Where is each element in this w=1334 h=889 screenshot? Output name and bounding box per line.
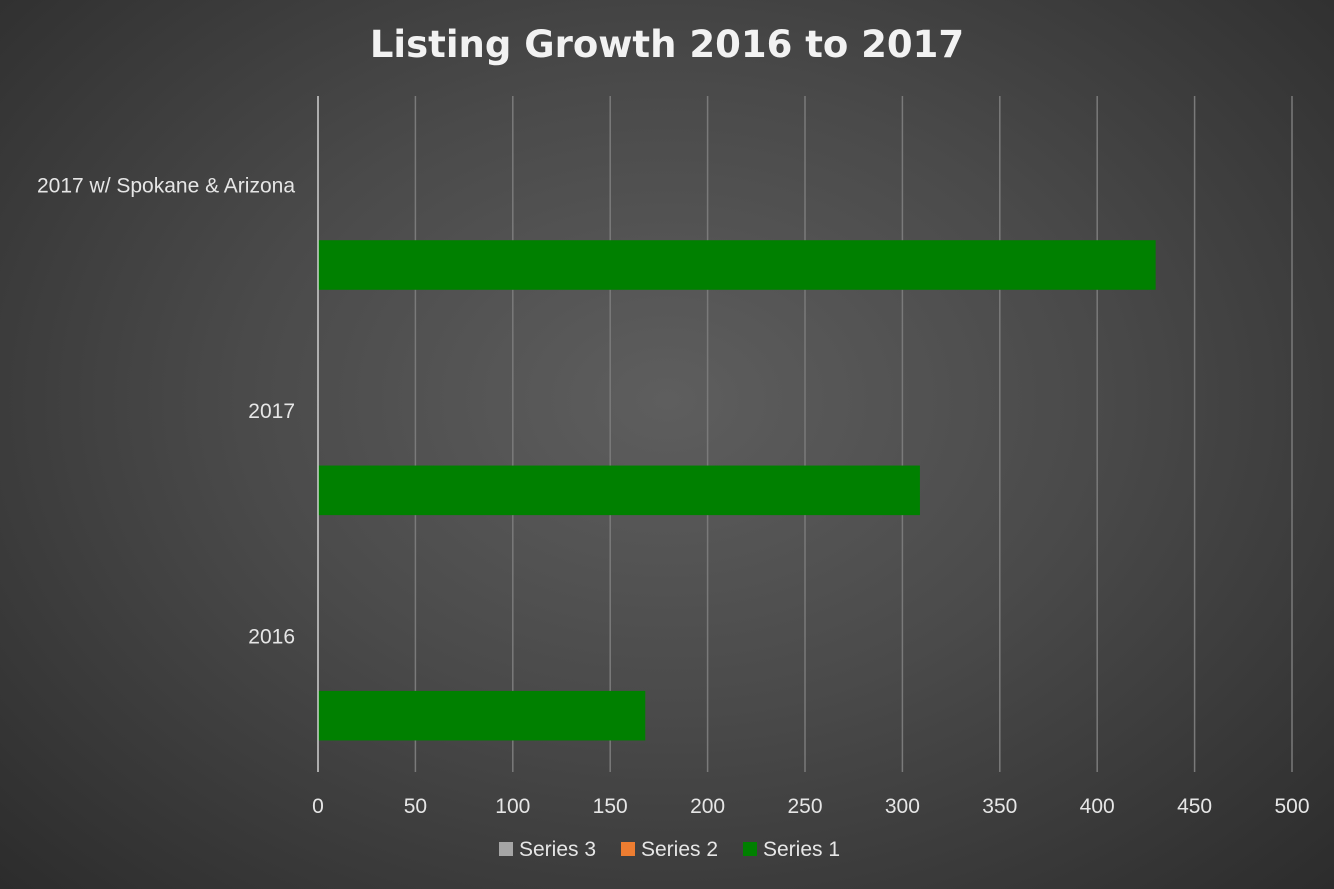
legend-swatch	[621, 842, 635, 856]
chart-title: Listing Growth 2016 to 2017	[370, 23, 964, 66]
x-tick-label: 50	[404, 795, 427, 818]
x-tick-label: 100	[495, 795, 530, 818]
bar-series-1	[318, 240, 1156, 290]
category-labels: 2016 2017 2017 w/ Spokane & Arizona	[37, 175, 295, 649]
category-label: 2016	[248, 625, 295, 648]
bar-series-1	[318, 690, 646, 741]
category-label: 2017	[248, 400, 295, 423]
legend-label: Series 3	[519, 838, 596, 861]
x-tick-label: 200	[690, 795, 725, 818]
x-tick-label: 300	[885, 795, 920, 818]
x-tick-label: 350	[982, 795, 1017, 818]
legend-swatch	[743, 842, 757, 856]
legend-label: Series 1	[763, 838, 840, 861]
category-label: 2017 w/ Spokane & Arizona	[37, 175, 295, 198]
tick-labels: 0 50 100 150 200 250 300 350 400 450 500	[312, 795, 1309, 818]
bar-series-1	[318, 465, 920, 516]
bars	[318, 240, 1156, 741]
x-tick-label: 0	[312, 795, 324, 818]
x-tick-label: 250	[787, 795, 822, 818]
legend-label: Series 2	[641, 838, 718, 861]
x-tick-label: 400	[1080, 795, 1115, 818]
legend-swatch	[499, 842, 513, 856]
legend: Series 3 Series 2 Series 1	[499, 838, 840, 861]
x-tick-label: 500	[1274, 795, 1309, 818]
x-tick-label: 150	[593, 795, 628, 818]
x-tick-label: 450	[1177, 795, 1212, 818]
gridlines	[414, 96, 1293, 772]
